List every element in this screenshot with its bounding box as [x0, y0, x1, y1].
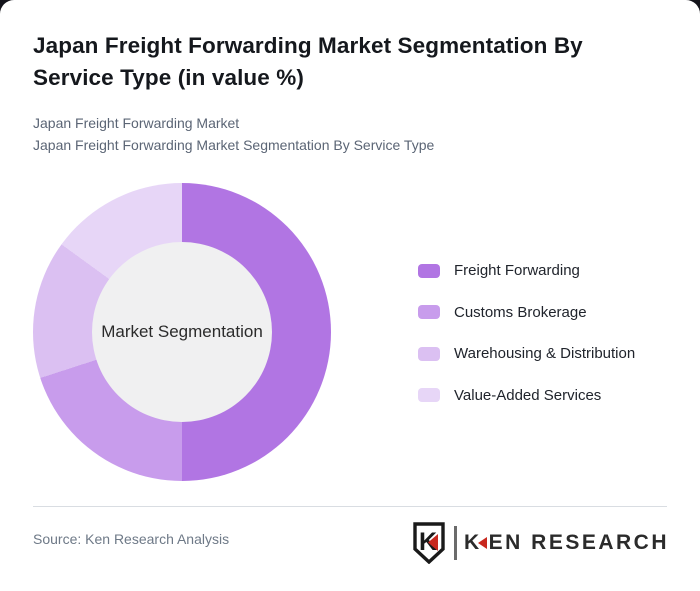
- source-note: Source: Ken Research Analysis: [33, 531, 230, 547]
- footer-divider: [33, 506, 667, 507]
- legend-label: Freight Forwarding: [454, 262, 580, 279]
- chart-subtitle: Japan Freight Forwarding Market Japan Fr…: [33, 113, 434, 156]
- subtitle-line-2: Japan Freight Forwarding Market Segmenta…: [33, 136, 435, 153]
- legend-swatch-icon: [418, 305, 440, 319]
- page-title: Japan Freight Forwarding Market Segmenta…: [33, 33, 583, 90]
- donut-center: Market Segmentation: [92, 242, 272, 422]
- donut-chart: Market Segmentation: [33, 183, 331, 481]
- legend-swatch-icon: [418, 263, 440, 278]
- legend-item-freight-forwarding: Freight Forwarding: [418, 262, 635, 279]
- logo-separator: [454, 526, 457, 560]
- wordmark-rest: EN RESEARCH: [488, 531, 669, 554]
- svg-text:K: K: [419, 528, 437, 556]
- chart-legend: Freight Forwarding Customs Brokerage War…: [418, 262, 635, 404]
- subtitle-line-1: Japan Freight Forwarding Market: [33, 115, 240, 131]
- wordmark-red-triangle-icon: [477, 537, 487, 549]
- legend-label: Customs Brokerage: [454, 303, 587, 321]
- legend-item-customs-brokerage: Customs Brokerage: [418, 304, 635, 321]
- legend-swatch-icon: [418, 388, 440, 402]
- legend-label: Value-Added Services: [454, 386, 602, 404]
- ken-research-logo: K K EN RESEARCH: [411, 522, 669, 564]
- legend-item-warehousing-distribution: Warehousing & Distribution: [418, 345, 635, 362]
- wordmark-k: K: [463, 531, 482, 554]
- legend-item-value-added-services: Value-Added Services: [418, 387, 635, 404]
- ken-research-wordmark: K EN RESEARCH: [464, 531, 669, 555]
- donut-center-label: Market Segmentation: [101, 322, 263, 341]
- legend-label: Warehousing & Distribution: [454, 345, 636, 362]
- ken-research-shield-icon: K: [413, 522, 446, 564]
- legend-swatch-icon: [418, 346, 440, 361]
